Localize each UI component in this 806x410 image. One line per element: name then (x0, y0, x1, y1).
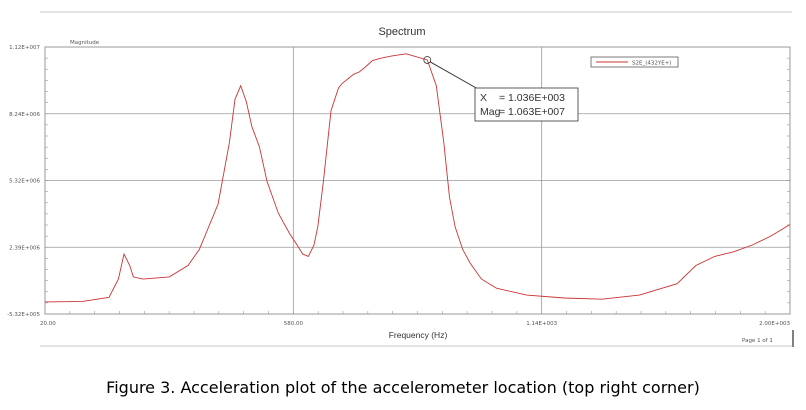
series-line (44, 53, 791, 303)
x-tick-labels: 20.00 580.00 1.14E+003 2.00E+003 (40, 321, 791, 327)
y-tick-label: 2.39E+006 (9, 245, 40, 251)
annotation-box: X = 1.036E+003 Mag = 1.063E+007 (474, 87, 579, 122)
y-tick-labels: 1.12E+007 8.24E+006 5.32E+006 2.39E+006 -5.3… (7, 45, 40, 318)
x-tick-label: 20.00 (40, 321, 56, 327)
annotation-mag-value: = 1.063E+007 (499, 106, 565, 118)
y-tick-label: 5.32E+006 (9, 179, 40, 185)
legend: S2E_(432YE+) (590, 56, 679, 68)
peak-marker (423, 56, 432, 64)
spectrum-chart: Spectrum Magnitude 1.12E+007 8.24E+006 5.3… (7, 11, 794, 347)
grid-lines (45, 47, 791, 314)
y-tick-label: 1.12E+007 (9, 45, 40, 51)
legend-label: S2E_(432YE+) (632, 61, 671, 67)
page-indicator: Page 1 of 1 (742, 338, 773, 344)
annotation-mag-label: Mag (480, 106, 501, 118)
annotation-x-value: = 1.036E+003 (499, 92, 565, 104)
x-tick-label: 580.00 (284, 321, 304, 327)
y-axis-label: Magnitude (70, 40, 100, 46)
y-tick-label: 8.24E+006 (9, 112, 40, 118)
x-tick-label: 1.14E+003 (526, 321, 557, 327)
annotation-x-label: X (480, 92, 487, 104)
chart-title: Spectrum (378, 26, 425, 38)
y-tick-label: -5.32E+005 (7, 312, 40, 318)
figure-caption: Figure 3. Acceleration plot of the accel… (106, 378, 700, 397)
x-tick-label: 2.00E+003 (759, 321, 790, 327)
x-axis-label: Frequency (Hz) (389, 330, 448, 340)
annotation-leader-line (430, 61, 479, 90)
